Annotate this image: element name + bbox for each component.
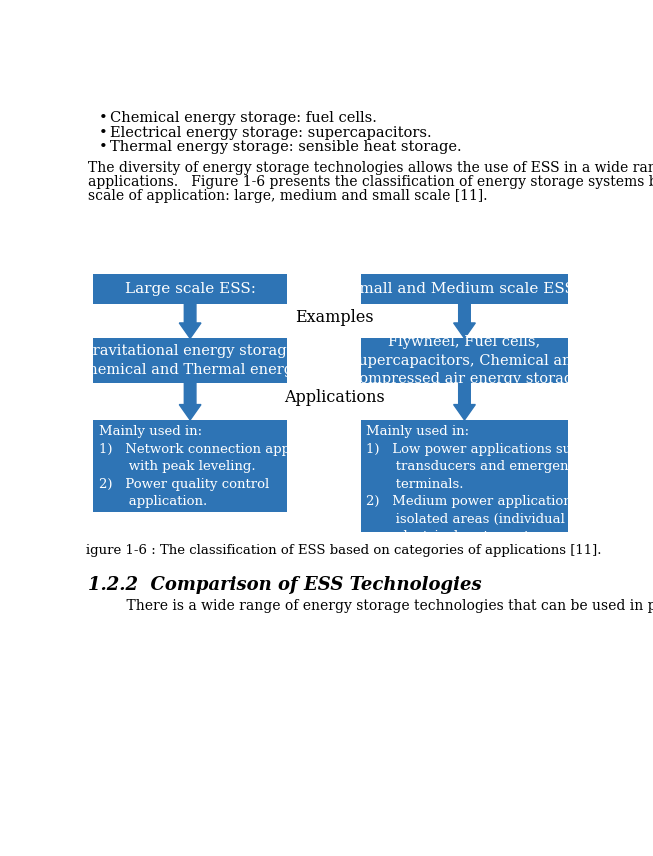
Text: Examples: Examples (295, 309, 374, 325)
FancyBboxPatch shape (360, 420, 568, 532)
Text: Mainly used in:
1)   Network connection application
       with peak leveling.
2: Mainly used in: 1) Network connection ap… (99, 425, 339, 508)
Text: The diversity of energy storage technologies allows the use of ESS in a wide ran: The diversity of energy storage technolo… (88, 161, 653, 175)
Text: igure 1-6 : The classification of ESS based on categories of applications [11].: igure 1-6 : The classification of ESS ba… (86, 544, 601, 557)
Text: Applications: Applications (284, 389, 385, 406)
Text: •: • (99, 111, 108, 125)
FancyArrow shape (454, 383, 475, 420)
FancyBboxPatch shape (360, 275, 568, 304)
Text: 1.2.2  Comparison of ESS Technologies: 1.2.2 Comparison of ESS Technologies (88, 576, 481, 594)
Text: Gravitational energy storage,
Chemical and Thermal energy.: Gravitational energy storage, Chemical a… (76, 344, 304, 377)
Text: •: • (99, 126, 108, 140)
FancyArrow shape (180, 304, 201, 338)
Text: scale of application: large, medium and small scale [11].: scale of application: large, medium and … (88, 189, 487, 203)
Text: •: • (99, 140, 108, 154)
Text: Small and Medium scale ESS:: Small and Medium scale ESS: (349, 282, 580, 296)
FancyBboxPatch shape (93, 338, 287, 383)
FancyBboxPatch shape (360, 338, 568, 383)
Text: applications.   Figure 1-6 presents the classification of energy storage systems: applications. Figure 1-6 presents the cl… (88, 175, 653, 189)
FancyBboxPatch shape (93, 275, 287, 304)
Text: Mainly used in:
1)   Low power applications such as
       transducers and emerg: Mainly used in: 1) Low power application… (366, 425, 614, 544)
Text: Electrical energy storage: supercapacitors.: Electrical energy storage: supercapacito… (110, 126, 431, 140)
Text: Thermal energy storage: sensible heat storage.: Thermal energy storage: sensible heat st… (110, 140, 461, 154)
FancyBboxPatch shape (93, 420, 287, 513)
Text: There is a wide range of energy storage technologies that can be used in power s: There is a wide range of energy storage … (109, 599, 653, 614)
Text: Large scale ESS:: Large scale ESS: (125, 282, 255, 296)
Text: Flywheel, Fuel cells,
Supercapacitors, Chemical and
Compressed air energy storag: Flywheel, Fuel cells, Supercapacitors, C… (347, 336, 581, 386)
FancyArrow shape (180, 383, 201, 420)
FancyArrow shape (454, 304, 475, 338)
Text: Chemical energy storage: fuel cells.: Chemical energy storage: fuel cells. (110, 111, 376, 125)
